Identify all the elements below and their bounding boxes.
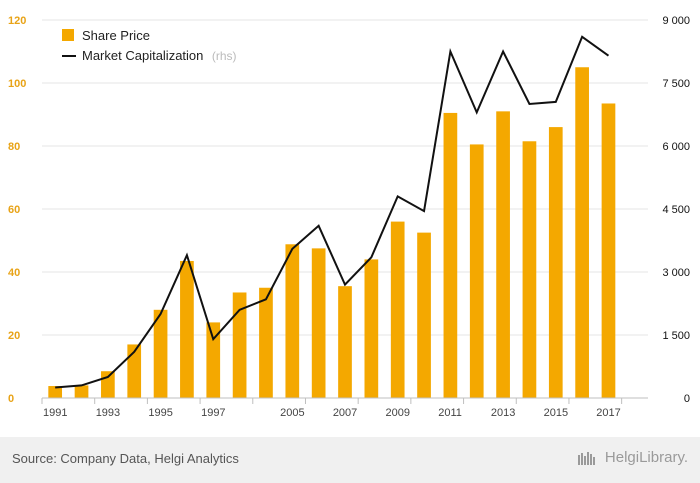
library-icon <box>577 451 595 465</box>
x-axis-tick-label: 2009 <box>386 407 410 419</box>
share-price-bar <box>206 322 221 398</box>
left-axis-tick-label: 20 <box>8 330 20 342</box>
x-axis-tick-label: 2007 <box>333 407 357 419</box>
share-price-bar <box>601 103 616 398</box>
share-price-bar <box>74 385 89 398</box>
legend: Share Price Market Capitalization (rhs) <box>62 28 237 64</box>
share-price-bar <box>575 67 589 398</box>
right-axis-tick-label: 3 000 <box>662 267 690 279</box>
legend-share-price-label: Share Price <box>82 28 150 43</box>
share-price-bar <box>338 286 352 398</box>
x-axis-tick-label: 2005 <box>280 407 304 419</box>
left-axis-tick-label: 40 <box>8 267 20 279</box>
combo-chart: 0 20 40 60 80 100 120 0 1 500 3 000 4 500 6 000 7 50… <box>8 15 690 419</box>
footer: Source: Company Data, Helgi Analytics He… <box>0 437 700 483</box>
x-axis-tick-label: 2013 <box>491 407 515 419</box>
left-axis-tick-label: 100 <box>8 78 26 90</box>
share-price-bars <box>48 67 616 399</box>
right-axis-tick-label: 1 500 <box>662 330 690 342</box>
share-price-bar <box>496 111 510 398</box>
left-axis-tick-label: 80 <box>8 141 20 153</box>
legend-share-price-swatch <box>62 29 74 41</box>
right-axis-tick-label: 4 500 <box>662 204 690 216</box>
right-axis-tick-label: 7 500 <box>662 78 690 90</box>
legend-market-cap-name: Market Capitalization <box>82 48 203 63</box>
right-axis-tick-label: 9 000 <box>662 15 690 27</box>
x-axis-tick-label: 2015 <box>544 407 568 419</box>
x-axis-tick-label: 1995 <box>148 407 172 419</box>
share-price-bar <box>443 112 458 399</box>
x-axis-tick-label: 2017 <box>596 407 620 419</box>
share-price-bar <box>259 287 273 398</box>
x-axis-tick-label: 2011 <box>438 407 462 419</box>
brand-text: HelgiLibrary. <box>604 449 688 466</box>
left-axis-tick-label: 60 <box>8 204 20 216</box>
source-text: Source: Company Data, Helgi Analytics <box>12 451 239 466</box>
share-price-bar <box>364 259 379 398</box>
right-axis-tick-label: 0 <box>684 393 690 405</box>
share-price-bar <box>48 386 63 398</box>
axes: 0 20 40 60 80 100 120 0 1 500 3 000 4 500 6 000 7 50… <box>8 15 690 419</box>
share-price-bar <box>311 248 326 398</box>
left-axis-tick-label: 0 <box>8 393 14 405</box>
share-price-bar <box>469 144 484 398</box>
left-axis-tick-label: 120 <box>8 15 26 27</box>
x-axis-tick-label: 1993 <box>96 407 120 419</box>
share-price-bar <box>548 127 563 398</box>
legend-market-cap-label: Market Capitalization (rhs) <box>82 47 237 64</box>
x-axis-tick-label: 1991 <box>43 407 67 419</box>
share-price-bar <box>180 260 194 398</box>
market-cap-line-layer <box>55 35 610 389</box>
brand-logo[interactable]: HelgiLibrary. <box>577 449 688 466</box>
share-price-bar <box>390 221 405 398</box>
legend-market-cap-note: (rhs) <box>212 49 237 63</box>
share-price-bar <box>417 232 431 398</box>
share-price-bar <box>522 141 537 398</box>
share-price-bar <box>127 344 142 398</box>
x-axis-tick-label: 1997 <box>201 407 225 419</box>
share-price-bar <box>285 244 300 398</box>
share-price-bar <box>232 292 247 398</box>
share-price-bar <box>101 371 115 398</box>
right-axis-tick-label: 6 000 <box>662 141 690 153</box>
market-cap-line <box>55 35 610 389</box>
grid-lines <box>42 19 648 336</box>
share-price-bar <box>153 309 168 398</box>
